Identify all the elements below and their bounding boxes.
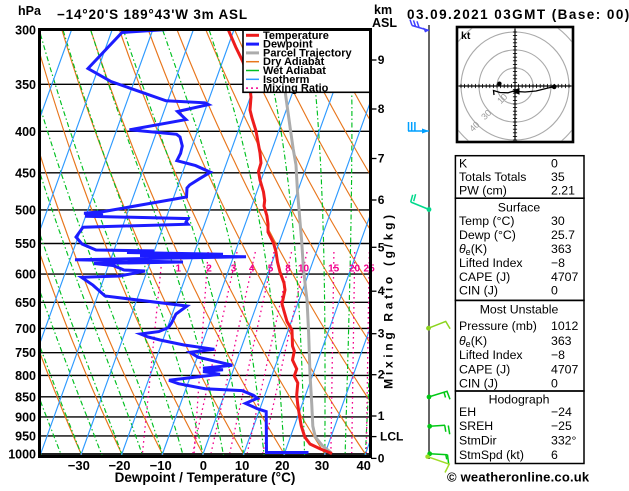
svg-text:500: 500 (15, 203, 36, 217)
svg-text:40: 40 (356, 458, 370, 473)
svg-text:03.09.2021 03GMT (Base: 00): 03.09.2021 03GMT (Base: 00) (407, 7, 629, 22)
svg-text:10: 10 (298, 264, 310, 275)
svg-text:1: 1 (378, 409, 385, 423)
svg-text:1000: 1000 (8, 448, 36, 462)
svg-text:4: 4 (378, 284, 385, 298)
svg-text:PW (cm): PW (cm) (459, 184, 507, 198)
svg-text:6: 6 (551, 448, 558, 462)
svg-text:600: 600 (15, 268, 36, 282)
svg-text:332°: 332° (551, 434, 577, 448)
svg-text:Dry Adiabat: Dry Adiabat (263, 56, 325, 68)
svg-text:SREH: SREH (459, 419, 493, 433)
svg-text:3: 3 (378, 327, 385, 341)
svg-text:θe(K): θe(K) (459, 242, 487, 257)
svg-text:CAPE (J): CAPE (J) (459, 363, 510, 377)
svg-text:900: 900 (15, 410, 36, 424)
svg-text:7: 7 (378, 152, 385, 166)
svg-text:5: 5 (268, 264, 274, 275)
svg-text:Pressure (mb): Pressure (mb) (459, 319, 537, 333)
svg-text:2.21: 2.21 (551, 184, 575, 198)
svg-text:300: 300 (15, 24, 36, 38)
svg-text:StmSpd (kt): StmSpd (kt) (459, 448, 524, 462)
svg-text:Lifted Index: Lifted Index (459, 256, 523, 270)
svg-text:−10: −10 (150, 458, 172, 473)
svg-text:θe(K): θe(K) (459, 334, 487, 349)
svg-text:1: 1 (176, 264, 182, 275)
svg-text:30: 30 (551, 214, 565, 228)
svg-text:Isotherm: Isotherm (263, 74, 310, 86)
svg-text:Parcel Trajectory: Parcel Trajectory (263, 47, 353, 59)
svg-text:15: 15 (328, 264, 340, 275)
svg-text:3: 3 (231, 264, 237, 275)
svg-text:kt: kt (461, 30, 471, 42)
svg-text:5: 5 (378, 240, 385, 254)
svg-text:K: K (459, 157, 468, 171)
svg-text:10: 10 (235, 458, 249, 473)
svg-text:Dewpoint: Dewpoint (263, 39, 313, 51)
svg-text:800: 800 (15, 369, 36, 383)
svg-text:Mixing Ratio (g/kg): Mixing Ratio (g/kg) (382, 211, 396, 389)
svg-text:hPa: hPa (18, 4, 42, 18)
svg-text:Most Unstable: Most Unstable (480, 303, 559, 317)
svg-text:0: 0 (200, 458, 207, 473)
svg-text:−8: −8 (551, 256, 565, 270)
svg-text:9: 9 (378, 53, 385, 67)
svg-text:−8: −8 (551, 348, 565, 362)
svg-text:2: 2 (378, 368, 385, 382)
svg-text:2: 2 (206, 264, 212, 275)
svg-text:0: 0 (551, 377, 558, 391)
svg-text:4: 4 (249, 264, 255, 275)
svg-text:0: 0 (551, 284, 558, 298)
svg-text:Surface: Surface (498, 201, 541, 215)
svg-text:−14°20'S 189°43'W 3m ASL: −14°20'S 189°43'W 3m ASL (57, 7, 248, 22)
svg-text:363: 363 (551, 334, 572, 348)
svg-text:LCL: LCL (380, 430, 403, 444)
svg-text:Hodograph: Hodograph (489, 392, 550, 406)
svg-text:CIN (J): CIN (J) (459, 377, 498, 391)
svg-text:8: 8 (285, 264, 291, 275)
svg-text:1012: 1012 (551, 319, 579, 333)
svg-text:750: 750 (15, 346, 36, 360)
svg-text:StmDir: StmDir (459, 434, 497, 448)
svg-text:Temperature: Temperature (263, 30, 329, 42)
svg-text:20: 20 (275, 458, 289, 473)
svg-text:6: 6 (378, 193, 385, 207)
svg-text:−24: −24 (551, 405, 572, 419)
svg-text:km: km (374, 3, 392, 17)
svg-text:0: 0 (378, 451, 385, 465)
svg-text:950: 950 (15, 429, 36, 443)
svg-text:350: 350 (15, 78, 36, 92)
svg-text:Dewpoint / Temperature (°C): Dewpoint / Temperature (°C) (115, 470, 296, 485)
svg-text:CIN (J): CIN (J) (459, 284, 498, 298)
svg-text:Lifted Index: Lifted Index (459, 348, 523, 362)
svg-text:700: 700 (15, 322, 36, 336)
svg-text:Dewp (°C): Dewp (°C) (459, 228, 516, 242)
svg-text:25.7: 25.7 (551, 228, 575, 242)
svg-text:© weatheronline.co.uk: © weatheronline.co.uk (447, 470, 590, 485)
svg-text:850: 850 (15, 390, 36, 404)
svg-text:0: 0 (551, 157, 558, 171)
svg-text:30: 30 (315, 458, 329, 473)
svg-text:4707: 4707 (551, 270, 579, 284)
svg-text:−25: −25 (551, 419, 572, 433)
svg-text:20: 20 (349, 264, 361, 275)
svg-text:400: 400 (15, 125, 36, 139)
svg-text:CAPE (J): CAPE (J) (459, 270, 510, 284)
svg-text:450: 450 (15, 166, 36, 180)
svg-text:Wet Adiabat: Wet Adiabat (263, 65, 326, 77)
svg-text:40: 40 (467, 120, 481, 134)
svg-text:8: 8 (378, 102, 385, 116)
svg-text:Totals Totals: Totals Totals (459, 170, 526, 184)
svg-text:−20: −20 (108, 458, 130, 473)
svg-text:Mixing Ratio: Mixing Ratio (263, 83, 329, 95)
svg-text:550: 550 (15, 237, 36, 251)
svg-text:Temp (°C): Temp (°C) (459, 214, 514, 228)
svg-text:650: 650 (15, 296, 36, 310)
svg-text:−30: −30 (68, 458, 90, 473)
svg-text:35: 35 (551, 170, 565, 184)
svg-text:363: 363 (551, 242, 572, 256)
svg-text:4707: 4707 (551, 363, 579, 377)
svg-text:ASL: ASL (372, 16, 397, 30)
svg-text:EH: EH (459, 405, 476, 419)
